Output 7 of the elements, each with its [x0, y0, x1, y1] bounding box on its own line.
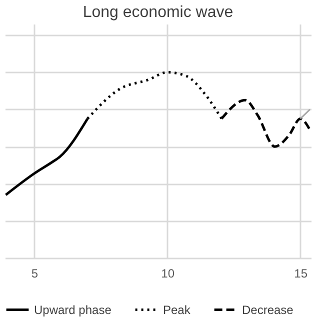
chart-title: Long economic wave	[82, 4, 234, 21]
x-tick-label: 15	[294, 266, 308, 280]
legend-label: Upward phase	[34, 302, 112, 317]
legend-label: Decrease	[242, 302, 294, 317]
legend-label: Peak	[163, 302, 192, 317]
x-tick-label: 5	[31, 266, 38, 280]
x-tick-label: 10	[161, 266, 175, 280]
